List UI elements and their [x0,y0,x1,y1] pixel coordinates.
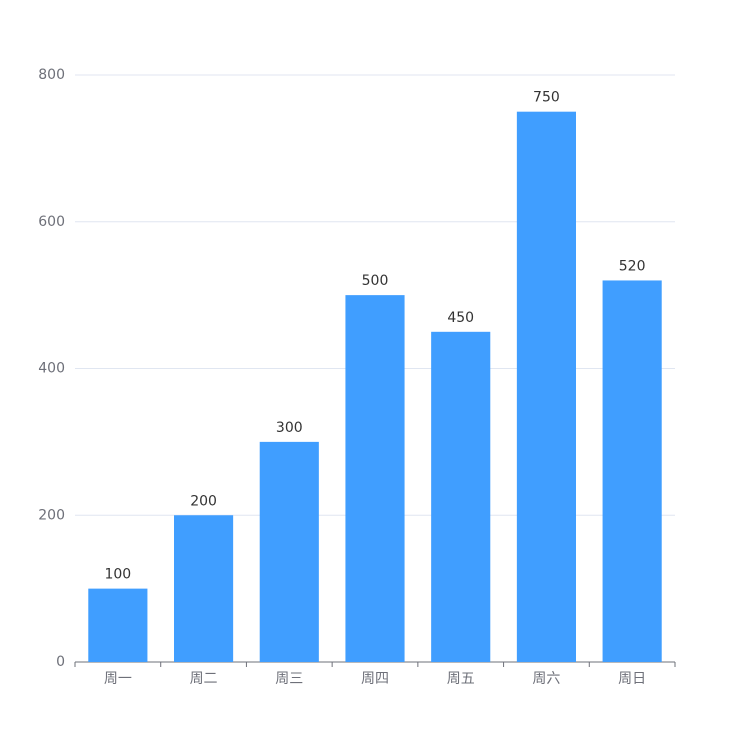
value-label: 750 [533,90,560,106]
value-label: 500 [362,273,389,289]
x-tick-label: 周六 [532,671,560,687]
bar [88,588,148,662]
value-label: 300 [276,420,303,436]
x-tick-label: 周三 [275,671,303,687]
y-tick-label: 800 [38,67,65,83]
x-tick-label: 周二 [190,671,218,687]
x-tick-label: 周日 [618,671,646,687]
x-tick-label: 周五 [447,671,475,687]
y-tick-label: 400 [38,361,65,377]
bar [174,515,234,662]
x-tick-label: 周一 [104,671,132,687]
bar [345,295,405,662]
bar [602,280,662,662]
value-label: 520 [619,258,646,274]
value-label: 100 [104,567,131,583]
bar [259,441,319,662]
y-tick-label: 600 [38,214,65,230]
value-label: 450 [447,310,474,326]
y-tick-label: 0 [56,654,65,670]
bar [516,111,576,662]
x-tick-label: 周四 [361,671,389,687]
bar [431,331,491,662]
value-label: 200 [190,493,217,509]
y-tick-label: 200 [38,507,65,523]
